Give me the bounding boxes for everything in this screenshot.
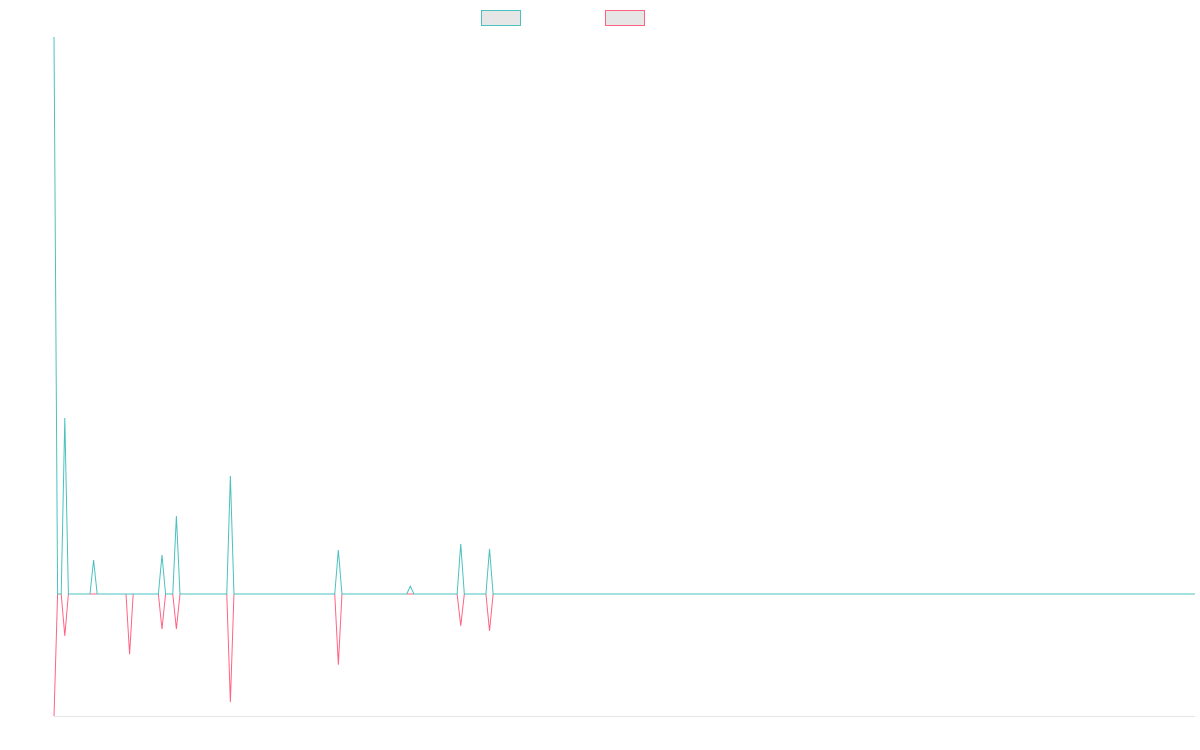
- series-line: [53, 36, 1195, 595]
- plot-area: [53, 36, 1195, 717]
- legend: [481, 10, 645, 26]
- series-line: [53, 593, 1195, 717]
- legend-swatch: [481, 10, 521, 26]
- legend-swatch: [605, 10, 645, 26]
